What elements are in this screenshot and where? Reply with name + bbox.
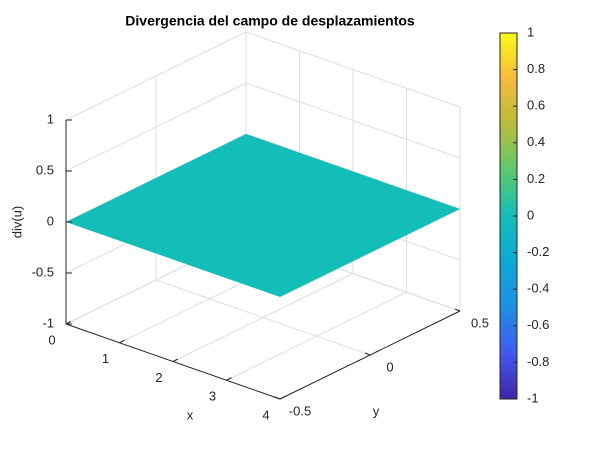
y-tick	[274, 396, 281, 400]
colorbar-tick-label: 0	[527, 207, 534, 222]
colorbar-tick-label: -0.8	[527, 354, 549, 369]
colorbar-tick-label: -0.2	[527, 244, 549, 259]
x-tick-label: 3	[209, 389, 216, 404]
y-tick-label: -0.5	[289, 403, 311, 418]
colorbar-tick-label: -0.4	[527, 281, 549, 296]
y-tick-label: 0.5	[471, 315, 489, 330]
x-tick	[65, 321, 72, 325]
grid-line	[226, 291, 407, 381]
x-tick	[172, 358, 179, 362]
x-tick	[119, 339, 125, 344]
y-tick	[364, 352, 371, 356]
grid-line	[172, 273, 354, 362]
y-axis-label: y	[373, 403, 380, 418]
z-tick-label: 1	[47, 111, 54, 126]
x-tick	[279, 396, 286, 400]
chart-title: Divergencia del campo de desplazamientos	[125, 13, 415, 29]
z-tick-label: -0.5	[32, 264, 54, 279]
x-tick-label: 2	[155, 370, 162, 385]
y-tick-label: 0	[386, 359, 393, 374]
colorbar-tick-label: 1	[527, 24, 534, 39]
colorbar-tick-label: -1	[527, 390, 539, 405]
x-tick-label: 1	[102, 351, 109, 366]
colorbar-tick-label: -0.6	[527, 317, 549, 332]
x-tick	[226, 377, 232, 381]
y-tick	[454, 308, 461, 312]
colorbar-tick-label: 0.4	[527, 134, 545, 149]
colorbar-tick-label: 0.6	[527, 98, 545, 113]
z-tick-label: 0.5	[36, 162, 54, 177]
z-tick-label: -1	[42, 315, 54, 330]
surface-patch	[66, 134, 460, 297]
x-axis-label: x	[187, 407, 194, 422]
colorbar-tick-label: 0.2	[527, 171, 545, 186]
x-tick-label: 4	[262, 407, 269, 422]
z-axis-label: div(u)	[9, 206, 24, 239]
colorbar-tick-label: 0.8	[527, 61, 545, 76]
x-tick-label: 0	[48, 332, 55, 347]
z-tick-label: 0	[47, 213, 54, 228]
